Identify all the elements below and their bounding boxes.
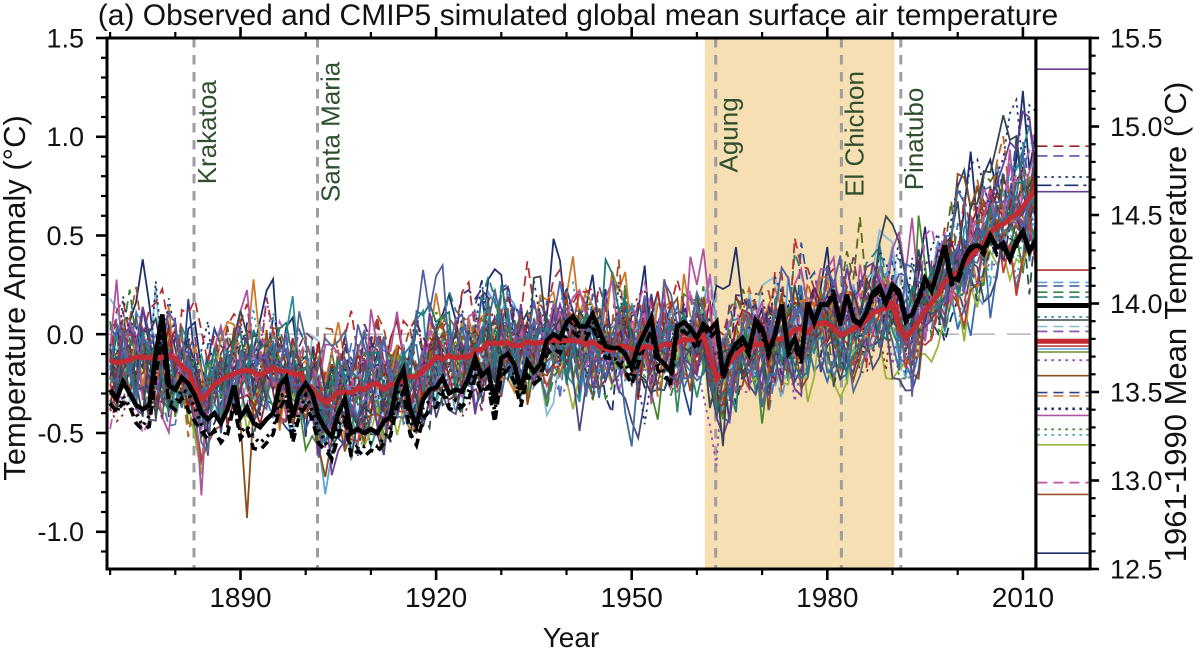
svg-text:Pinatubo: Pinatubo <box>899 88 929 191</box>
svg-text:0.0: 0.0 <box>46 320 84 350</box>
svg-text:1950: 1950 <box>601 582 663 613</box>
svg-text:(a) Observed and CMIP5 simulat: (a) Observed and CMIP5 simulated global … <box>98 0 1058 32</box>
svg-text:15.5: 15.5 <box>1110 24 1163 54</box>
svg-text:1920: 1920 <box>405 582 467 613</box>
svg-text:2010: 2010 <box>992 582 1054 613</box>
svg-text:15.0: 15.0 <box>1110 112 1163 142</box>
svg-text:13.5: 13.5 <box>1110 378 1163 408</box>
svg-text:12.5: 12.5 <box>1110 555 1163 585</box>
svg-text:Santa Maria: Santa Maria <box>316 61 346 202</box>
svg-text:1961-1990 Mean Temperature (°C: 1961-1990 Mean Temperature (°C) <box>1158 82 1193 563</box>
svg-text:1980: 1980 <box>796 582 858 613</box>
svg-text:El Chichon: El Chichon <box>839 71 869 197</box>
svg-text:Temperature Anomaly (°C): Temperature Anomaly (°C) <box>0 115 32 481</box>
svg-text:13.0: 13.0 <box>1110 466 1163 496</box>
svg-text:Year: Year <box>543 622 600 653</box>
svg-text:1890: 1890 <box>209 582 271 613</box>
svg-text:Krakatoa: Krakatoa <box>192 80 222 185</box>
svg-text:14.5: 14.5 <box>1110 201 1163 231</box>
svg-text:14.0: 14.0 <box>1110 289 1163 319</box>
svg-text:Agung: Agung <box>714 97 744 172</box>
svg-text:1.0: 1.0 <box>46 122 84 152</box>
svg-text:1.5: 1.5 <box>46 24 84 54</box>
svg-text:0.5: 0.5 <box>46 221 84 251</box>
svg-text:-0.5: -0.5 <box>37 419 84 449</box>
svg-text:-1.0: -1.0 <box>37 517 84 547</box>
